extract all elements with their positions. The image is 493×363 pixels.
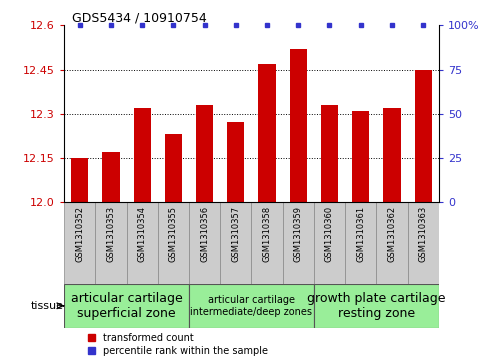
FancyBboxPatch shape bbox=[314, 202, 345, 284]
Text: GSM1310356: GSM1310356 bbox=[200, 206, 209, 262]
Text: GSM1310357: GSM1310357 bbox=[231, 206, 240, 262]
FancyBboxPatch shape bbox=[345, 202, 376, 284]
Text: GSM1310359: GSM1310359 bbox=[294, 206, 303, 262]
Bar bbox=[71, 158, 88, 202]
Bar bbox=[384, 108, 400, 202]
Bar bbox=[196, 105, 213, 202]
FancyBboxPatch shape bbox=[220, 202, 251, 284]
Text: articular cartilage
intermediate/deep zones: articular cartilage intermediate/deep zo… bbox=[190, 295, 313, 317]
FancyBboxPatch shape bbox=[314, 284, 439, 328]
FancyBboxPatch shape bbox=[189, 284, 314, 328]
FancyBboxPatch shape bbox=[251, 202, 282, 284]
FancyBboxPatch shape bbox=[64, 284, 189, 328]
FancyBboxPatch shape bbox=[408, 202, 439, 284]
FancyBboxPatch shape bbox=[127, 202, 158, 284]
Bar bbox=[352, 111, 369, 202]
FancyBboxPatch shape bbox=[282, 202, 314, 284]
Bar bbox=[258, 64, 276, 202]
FancyBboxPatch shape bbox=[158, 202, 189, 284]
Bar bbox=[227, 122, 245, 202]
FancyBboxPatch shape bbox=[64, 202, 95, 284]
Text: GSM1310362: GSM1310362 bbox=[387, 206, 396, 262]
Bar bbox=[134, 108, 151, 202]
Text: GSM1310358: GSM1310358 bbox=[263, 206, 272, 262]
Text: GSM1310353: GSM1310353 bbox=[106, 206, 115, 262]
Bar bbox=[290, 49, 307, 202]
Bar bbox=[103, 152, 119, 202]
Bar bbox=[415, 70, 432, 202]
Text: GSM1310352: GSM1310352 bbox=[75, 206, 84, 262]
FancyBboxPatch shape bbox=[376, 202, 408, 284]
Text: articular cartilage
superficial zone: articular cartilage superficial zone bbox=[70, 292, 182, 320]
FancyBboxPatch shape bbox=[95, 202, 127, 284]
Bar bbox=[321, 105, 338, 202]
Text: GSM1310354: GSM1310354 bbox=[138, 206, 146, 262]
Text: GSM1310360: GSM1310360 bbox=[325, 206, 334, 262]
FancyBboxPatch shape bbox=[189, 202, 220, 284]
Text: GDS5434 / 10910754: GDS5434 / 10910754 bbox=[71, 11, 207, 24]
Text: GSM1310355: GSM1310355 bbox=[169, 206, 178, 262]
Text: GSM1310361: GSM1310361 bbox=[356, 206, 365, 262]
Text: growth plate cartilage
resting zone: growth plate cartilage resting zone bbox=[307, 292, 446, 320]
Bar bbox=[165, 134, 182, 202]
Text: GSM1310363: GSM1310363 bbox=[419, 206, 427, 262]
Text: tissue: tissue bbox=[31, 301, 64, 311]
Legend: transformed count, percentile rank within the sample: transformed count, percentile rank withi… bbox=[88, 333, 268, 356]
